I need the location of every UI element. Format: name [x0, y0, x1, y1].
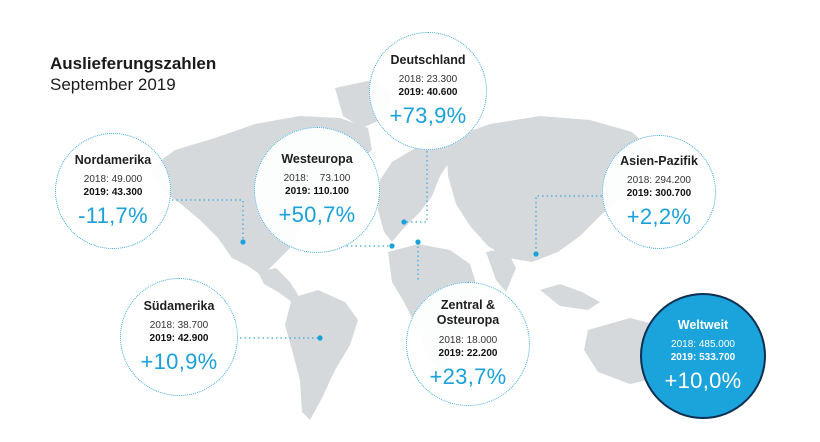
india-landmass — [486, 248, 516, 292]
value-2018: 2018: 485.000 — [671, 339, 735, 350]
value-2018: 2018: 38.700 — [149, 320, 209, 331]
europe-landmass — [378, 138, 452, 242]
marker-suedamerika — [317, 335, 323, 341]
central-america-landmass — [258, 268, 300, 302]
change-percent: +50,7% — [278, 202, 356, 227]
south-america-landmass — [285, 290, 358, 420]
value-2018: 2018: 294.200 — [627, 175, 691, 186]
connector-lines — [172, 151, 602, 339]
change-percent: +10,9% — [140, 349, 218, 374]
marker-nordamerika — [240, 239, 246, 245]
asia-landmass — [446, 116, 652, 262]
value-2018: 2018: 18.000 — [438, 335, 498, 346]
value-2018: 2018: 73.100 — [283, 173, 351, 184]
region-name: Asien-Pazifik — [620, 154, 698, 168]
value-2018: 2018: 23.300 — [398, 74, 458, 85]
region-name: Nordamerika — [74, 153, 152, 167]
page-title: Auslieferungszahlen — [50, 54, 217, 73]
bubble-weltweit: Weltweit 2018: 485.000 2019: 533.700 +10… — [640, 293, 766, 419]
bubble-asien-pazifik: Asien-Pazifik 2018: 294.200 2019: 300.70… — [602, 135, 716, 249]
connector-deutschland — [404, 151, 428, 223]
value-2019: 2019: 533.700 — [670, 352, 736, 363]
bubble-suedamerika: Südamerika 2018: 38.700 2019: 42.900 +10… — [120, 278, 238, 396]
region-name: Südamerika — [143, 299, 215, 313]
value-2018: 2018: 49.000 — [83, 174, 143, 185]
connector-nordamerika — [172, 199, 244, 242]
change-percent: +73,9% — [389, 103, 467, 128]
value-2019: 2019: 22.200 — [438, 348, 498, 359]
region-name: Weltweit — [677, 318, 729, 332]
southeast-asia-islands — [540, 284, 600, 310]
bubble-westeuropa: Westeuropa 2018: 73.100 2019: 110.100 +5… — [254, 127, 380, 253]
marker-asien-pazifik — [533, 251, 539, 257]
change-percent: +2,2% — [626, 204, 692, 229]
marker-westeuropa — [389, 243, 395, 249]
bubble-deutschland: Deutschland 2018: 23.300 2019: 40.600 +7… — [369, 32, 487, 150]
value-2019: 2019: 110.100 — [285, 186, 349, 197]
value-2019: 2019: 43.300 — [83, 187, 143, 198]
connector-asien-pazifik — [535, 195, 602, 254]
value-2019: 2019: 300.700 — [626, 188, 692, 199]
region-name: Deutschland — [390, 53, 466, 67]
value-2019: 2019: 40.600 — [398, 87, 458, 98]
change-percent: -11,7% — [78, 203, 148, 228]
bubble-nordamerika: Nordamerika 2018: 49.000 2019: 43.300 -1… — [55, 133, 171, 249]
bubble-zentral-osteuropa: Zentral & Osteuropa 2018: 18.000 2019: 2… — [406, 282, 530, 406]
region-name: Westeuropa — [281, 152, 353, 166]
page-subtitle: September 2019 — [50, 75, 176, 94]
value-2019: 2019: 42.900 — [149, 333, 209, 344]
marker-deutschland — [401, 219, 407, 225]
region-name: Zentral & Osteuropa — [436, 298, 500, 327]
marker-zentral-osteuropa — [415, 239, 421, 245]
location-markers — [240, 219, 539, 341]
change-percent: +10,0% — [664, 368, 742, 393]
title-block: Auslieferungszahlen September 2019 — [50, 54, 216, 96]
change-percent: +23,7% — [429, 364, 507, 389]
